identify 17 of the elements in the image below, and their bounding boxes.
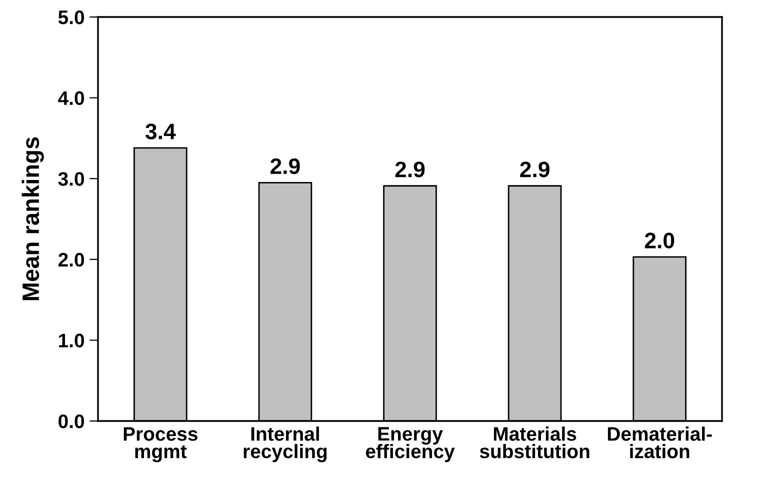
data-label: 2.9 xyxy=(270,158,300,174)
data-label: 2.0 xyxy=(644,232,674,248)
data-label: 2.9 xyxy=(520,162,550,178)
y-tick-label: 2.0 xyxy=(58,252,84,267)
y-axis-title: Mean rankings xyxy=(22,137,44,300)
y-tick-label: 1.0 xyxy=(59,334,84,348)
data-label: 3.4 xyxy=(145,124,176,140)
y-tick-label: 4.0 xyxy=(58,91,84,106)
y-tick-label: 3.0 xyxy=(58,172,84,186)
x-tick-label: Materials substitution xyxy=(480,426,590,458)
x-tick-label: Dematerial- ization xyxy=(608,426,712,458)
y-tick-label: 5.0 xyxy=(58,10,84,24)
y-tick-label: 0.0 xyxy=(58,414,84,428)
x-tick-label: Energy efficiency xyxy=(366,427,455,462)
x-tick-label: Internal recycling xyxy=(244,426,327,462)
data-label: 2.9 xyxy=(395,162,425,178)
x-tick-label: Process mgmt xyxy=(124,427,198,462)
